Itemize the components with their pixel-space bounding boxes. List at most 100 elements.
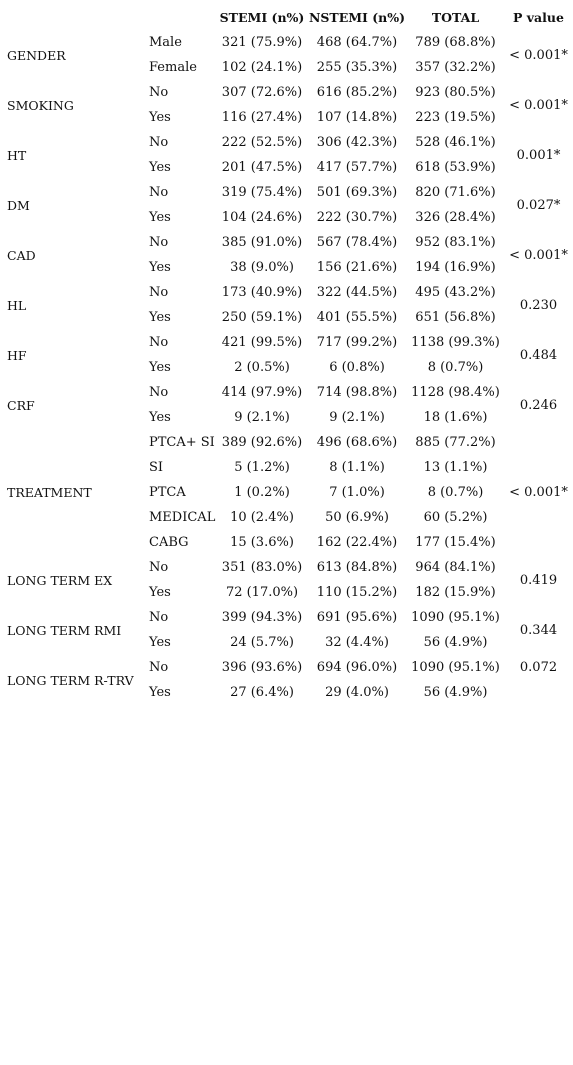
stemi-cell: 173 (40.9%) <box>221 285 303 300</box>
variable-name-cell: HT <box>7 147 27 163</box>
total-cell: 618 (53.9%) <box>415 160 496 175</box>
stemi-cell: 9 (2.1%) <box>234 410 290 425</box>
nstemi-cell: 7 (1.0%) <box>329 485 385 500</box>
stemi-cell: 321 (75.9%) <box>221 35 303 50</box>
total-cell: 56 (4.9%) <box>423 635 488 650</box>
level-cell: No <box>149 385 169 400</box>
level-cell: No <box>149 610 169 625</box>
level-cell: Yes <box>149 360 171 375</box>
stemi-cell: 27 (6.4%) <box>230 685 294 700</box>
total-cell: 952 (83.1%) <box>415 235 496 250</box>
stemi-cell: 250 (59.1%) <box>221 310 303 325</box>
level-cell: Yes <box>149 110 171 125</box>
total-cell: 8 (0.7%) <box>427 485 484 500</box>
nstemi-cell: 714 (98.8%) <box>316 385 398 400</box>
table-row: CAD No 385 (91.0%) 567 (78.4%) 952 (83.1%) < … <box>0 230 573 263</box>
total-cell: 194 (16.9%) <box>415 260 496 275</box>
stemi-cell: 10 (2.4%) <box>230 510 294 525</box>
stemi-cell: 1 (0.2%) <box>234 485 290 500</box>
total-cell: 528 (46.1%) <box>415 135 496 150</box>
stemi-cell: 319 (75.4%) <box>221 185 303 200</box>
variable-name-cell: CAD <box>7 247 36 263</box>
header-variable <box>0 5 143 30</box>
nstemi-cell: 255 (35.3%) <box>316 60 398 75</box>
level-cell: Yes <box>149 685 171 700</box>
total-cell: 789 (68.8%) <box>415 35 496 50</box>
table-row: LONG TERM R-TRV No 396 (93.6%) 694 (96.0%) 1… <box>0 655 573 688</box>
total-cell: 1090 (95.1%) <box>411 610 500 625</box>
table-row: CRF No 414 (97.9%) 714 (98.8%) 1128 (98.4%) 0… <box>0 380 573 413</box>
total-cell: 326 (28.4%) <box>415 210 496 225</box>
nstemi-cell: 468 (64.7%) <box>316 35 398 50</box>
nstemi-cell: 32 (4.4%) <box>325 635 389 650</box>
level-cell: No <box>149 235 169 250</box>
header-p-value: P value <box>513 10 564 25</box>
nstemi-cell: 691 (95.6%) <box>316 610 398 625</box>
variable-name-cell: CRF <box>7 397 35 413</box>
table-row: LONG TERM EX No 351 (83.0%) 613 (84.8%) 964 … <box>0 555 573 588</box>
nstemi-cell: 496 (68.6%) <box>316 435 398 450</box>
table-row: PTCA 1 (0.2%) 7 (1.0%) 8 (0.7%) <box>0 480 573 505</box>
header-nstemi: NSTEMI (n%) <box>308 10 406 25</box>
level-cell: No <box>149 660 169 675</box>
nstemi-cell: 501 (69.3%) <box>316 185 398 200</box>
level-cell: Yes <box>149 260 171 275</box>
nstemi-cell: 9 (2.1%) <box>329 410 385 425</box>
p-value-cell: 0.072 <box>519 660 558 675</box>
stemi-cell: 396 (93.6%) <box>221 660 303 675</box>
total-cell: 357 (32.2%) <box>415 60 496 75</box>
level-cell: Yes <box>149 410 171 425</box>
total-cell: 651 (56.8%) <box>415 310 496 325</box>
level-cell: No <box>149 335 169 350</box>
table-row: HL No 173 (40.9%) 322 (44.5%) 495 (43.2%) 0.2… <box>0 280 573 313</box>
total-cell: 13 (1.1%) <box>423 460 488 475</box>
variable-name-cell: HL <box>7 297 27 313</box>
total-cell: 1138 (99.3%) <box>411 335 500 350</box>
variable-name-cell: HF <box>7 347 27 363</box>
level-cell: Female <box>149 60 197 75</box>
nstemi-cell: 613 (84.8%) <box>316 560 398 575</box>
variable-name-cell: TREATMENT <box>7 485 92 500</box>
nstemi-cell: 107 (14.8%) <box>316 110 398 125</box>
table-row: TREATMENT PTCA+ SI 389 (92.6%) 496 (68.6%) 8… <box>0 430 573 500</box>
total-cell: 923 (80.5%) <box>415 85 496 100</box>
variable-name-cell: LONG TERM R-TRV <box>7 672 134 688</box>
stemi-cell: 421 (99.5%) <box>221 335 303 350</box>
stemi-cell: 414 (97.9%) <box>221 385 303 400</box>
nstemi-cell: 6 (0.8%) <box>329 360 385 375</box>
stemi-cell: 5 (1.2%) <box>234 460 290 475</box>
table-row: Yes 116 (27.4%) 107 (14.8%) 223 (19.5%) <box>0 105 573 130</box>
stemi-cell: 72 (17.0%) <box>225 585 299 600</box>
variable-name-cell: LONG TERM EX <box>7 572 113 588</box>
variable-name-cell: SMOKING <box>7 97 74 113</box>
p-value-cell: 0.001* <box>516 147 561 163</box>
stemi-cell: 351 (83.0%) <box>221 560 303 575</box>
table-row: LONG TERM RMI No 399 (94.3%) 691 (95.6%) 109… <box>0 605 573 638</box>
table-row: Yes 27 (6.4%) 29 (4.0%) 56 (4.9%) <box>0 680 573 705</box>
nstemi-cell: 322 (44.5%) <box>316 285 398 300</box>
nstemi-cell: 29 (4.0%) <box>325 685 389 700</box>
nstemi-cell: 694 (96.0%) <box>316 660 398 675</box>
variable-name-cell: LONG TERM RMI <box>7 622 122 638</box>
level-cell: MEDICAL <box>149 510 216 525</box>
level-cell: Yes <box>149 635 171 650</box>
p-value-cell: < 0.001* <box>509 485 568 500</box>
p-value-cell: 0.419 <box>519 572 558 588</box>
total-cell: 56 (4.9%) <box>423 685 488 700</box>
level-cell: Yes <box>149 160 171 175</box>
stemi-cell: 222 (52.5%) <box>221 135 303 150</box>
table-row: SMOKING No 307 (72.6%) 616 (85.2%) 923 (80.5… <box>0 80 573 113</box>
level-cell: No <box>149 285 169 300</box>
p-value-cell: 0.230 <box>519 297 558 313</box>
level-cell: PTCA+ SI <box>149 435 215 450</box>
level-cell: CABG <box>149 535 189 550</box>
total-cell: 1090 (95.1%) <box>411 660 500 675</box>
stemi-cell: 102 (24.1%) <box>221 60 303 75</box>
table-row: HF No 421 (99.5%) 717 (99.2%) 1138 (99.3%) 0.… <box>0 330 573 363</box>
stemi-cell: 307 (72.6%) <box>221 85 303 100</box>
table-body: GENDER Male 321 (75.9%) 468 (64.7%) 789 (68.… <box>0 30 573 705</box>
table-row: GENDER Male 321 (75.9%) 468 (64.7%) 789 (68.… <box>0 30 573 63</box>
nstemi-cell: 717 (99.2%) <box>316 335 398 350</box>
variable-name-cell: GENDER <box>7 47 66 63</box>
level-cell: Yes <box>149 585 171 600</box>
